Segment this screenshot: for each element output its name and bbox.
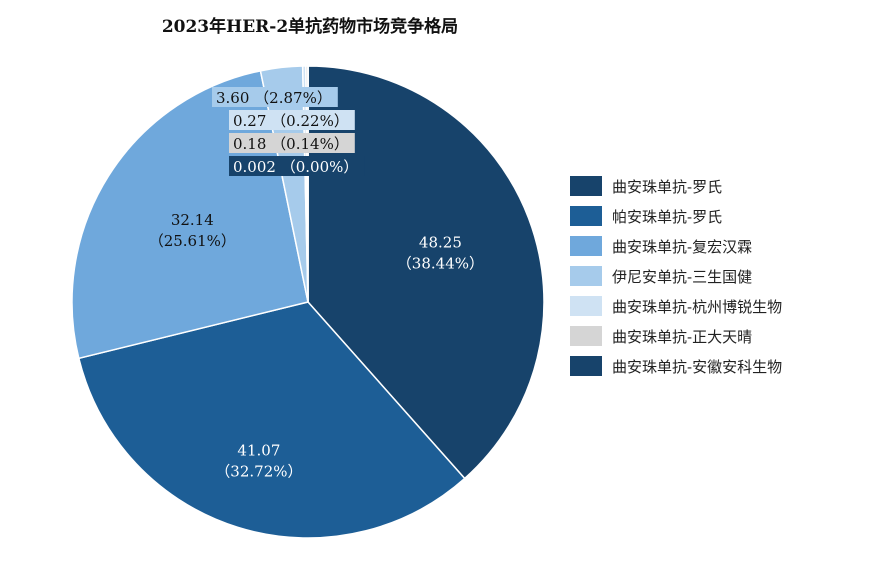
slice-label-box [229,133,355,153]
legend-item: 曲安珠单抗-杭州博锐生物 [570,296,782,316]
legend: 曲安珠单抗-罗氏帕安珠单抗-罗氏曲安珠单抗-复宏汉霖伊尼安单抗-三生国健曲安珠单… [570,176,782,376]
legend-item: 曲安珠单抗-正大天晴 [570,326,752,346]
legend-swatch [570,326,602,346]
pie-slice [77,301,466,539]
slice-label: 48.25 （38.44%） [397,234,484,273]
slice-label-box [229,156,365,176]
slice-label-box [229,110,355,130]
legend-swatch [570,296,602,316]
slice-value-label: 0.18 （0.14%） [233,135,349,153]
slice-value-label: 0.27 （0.22%） [233,112,349,130]
pie-slice [307,65,545,480]
legend-label: 伊尼安单抗-三生国健 [612,268,752,286]
legend-swatch [570,266,602,286]
slice-label: 3.60 （2.87%） [212,87,338,107]
slice-label: 0.002 （0.00%） [229,156,365,176]
slice-label: 41.07 （32.72%） [215,442,302,481]
legend-item: 伊尼安单抗-三生国健 [570,266,752,286]
slice-label: 0.27 （0.22%） [229,110,355,130]
slice-percent-label: （25.61%） [149,232,236,250]
legend-swatch [570,176,602,196]
slice-value-label: 0.002 （0.00%） [233,158,358,176]
legend-label: 曲安珠单抗-罗氏 [612,178,722,196]
data-labels: 48.25（38.44%）41.07（32.72%）32.14（25.61%）3… [149,87,484,481]
slice-percent-label: （32.72%） [215,463,302,481]
slice-value-label: 32.14 [171,211,214,229]
slice-label: 32.14 （25.61%） [149,211,236,250]
legend-item: 曲安珠单抗-安徽安科生物 [570,356,782,376]
slice-value-label: 41.07 [237,442,280,460]
legend-label: 曲安珠单抗-正大天晴 [612,328,752,346]
legend-swatch [570,236,602,256]
slice-value-label: 48.25 [419,234,462,252]
slice-percent-label: （38.44%） [397,255,484,273]
legend-swatch [570,206,602,226]
legend-label: 曲安珠单抗-复宏汉霖 [612,238,752,256]
slice-label-box [212,87,338,107]
chart-title: 2023年HER-2单抗药物市场竞争格局 [162,16,458,37]
slice-label: 0.18 （0.14%） [229,133,355,153]
legend-swatch [570,356,602,376]
legend-item: 曲安珠单抗-复宏汉霖 [570,236,752,256]
legend-label: 曲安珠单抗-安徽安科生物 [612,358,782,376]
legend-item: 帕安珠单抗-罗氏 [570,206,722,226]
slice-value-label: 3.60 （2.87%） [216,89,332,107]
legend-label: 帕安珠单抗-罗氏 [612,208,722,226]
legend-item: 曲安珠单抗-罗氏 [570,176,722,196]
legend-label: 曲安珠单抗-杭州博锐生物 [612,298,782,316]
